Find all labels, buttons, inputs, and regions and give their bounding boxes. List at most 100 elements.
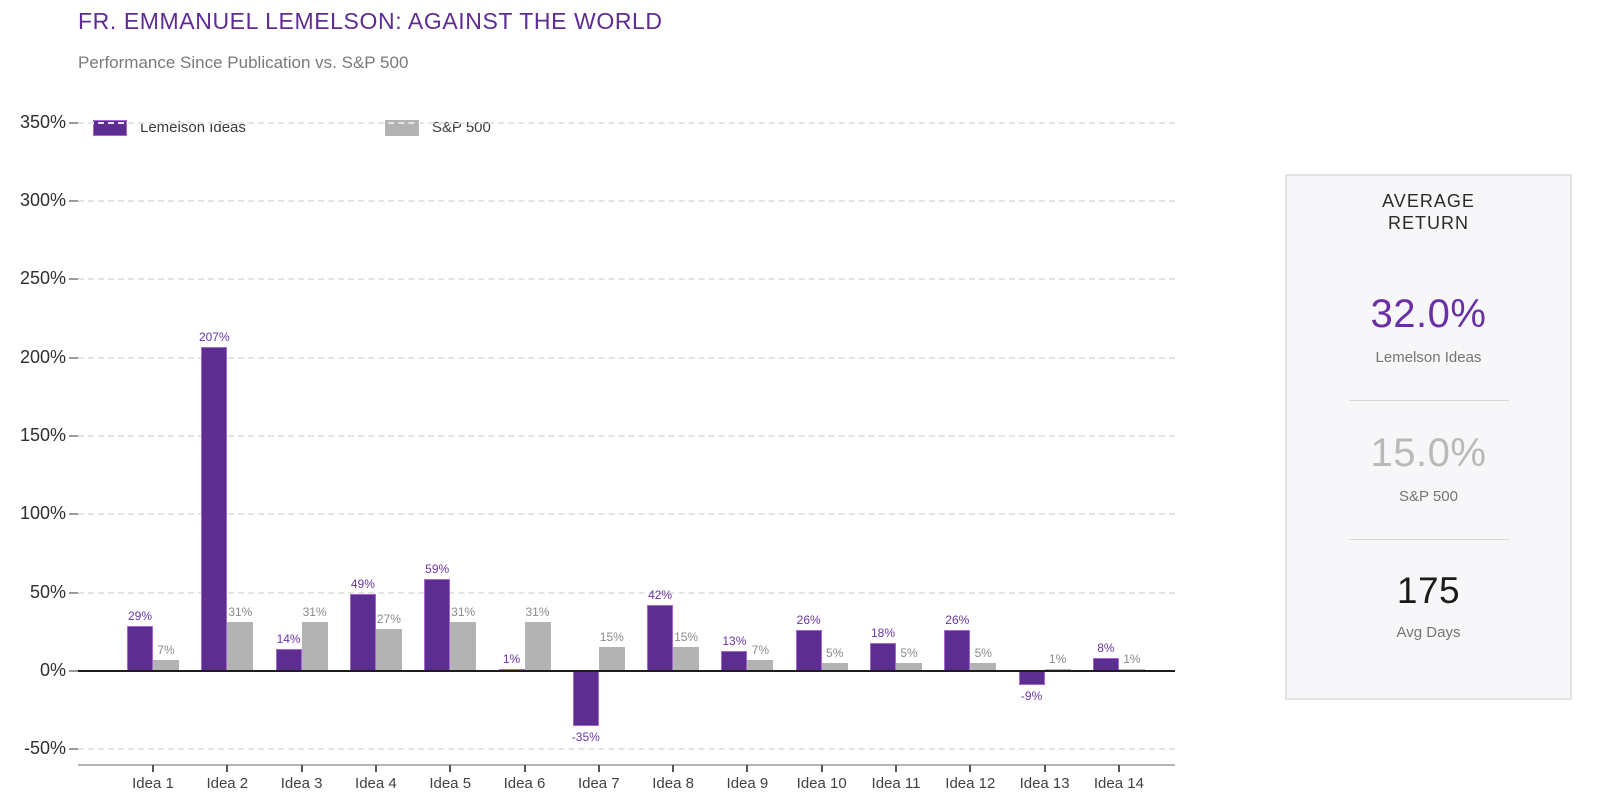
gridline — [78, 434, 1175, 437]
x-axis-label: Idea 4 — [355, 775, 397, 792]
bar-value-label: 8% — [1097, 641, 1115, 656]
x-axis-label: Idea 12 — [945, 775, 996, 792]
x-axis-tick — [969, 765, 972, 772]
bar-sp500-idea-12[interactable] — [970, 663, 997, 671]
bar-lemelson-idea-5[interactable] — [424, 578, 451, 671]
x-axis-label: Idea 6 — [503, 775, 546, 792]
average-return-panel: AVERAGE RETURN 32.0% Lemelson Ideas 15.0… — [1285, 174, 1572, 700]
bar-value-label: 18% — [870, 625, 896, 640]
bar-value-label: -35% — [571, 729, 600, 744]
bar-value-label: 49% — [350, 577, 375, 592]
bar-lemelson-idea-11[interactable] — [870, 642, 896, 671]
x-axis-tick — [374, 765, 377, 772]
x-axis-tick — [895, 765, 897, 772]
bar-value-label: 31% — [525, 605, 550, 620]
x-axis-tick — [1043, 765, 1046, 772]
x-axis-label: Idea 7 — [577, 775, 620, 792]
bar-lemelson-idea-2[interactable] — [201, 346, 228, 671]
bar-value-label: 14% — [276, 632, 301, 647]
x-axis-tick — [449, 765, 452, 772]
y-axis-label: 200% — [19, 346, 66, 367]
bar-value-label: 7% — [157, 643, 175, 658]
x-axis-label: Idea 9 — [726, 775, 769, 792]
y-axis-tick — [69, 199, 78, 202]
bar-sp500-idea-5[interactable] — [450, 622, 477, 671]
bar-lemelson-idea-13[interactable] — [1018, 671, 1045, 686]
bar-lemelson-idea-10[interactable] — [795, 630, 822, 671]
stat-lemelson-ideas: 32.0% Lemelson Ideas — [1371, 292, 1487, 366]
x-axis-tick — [672, 765, 675, 772]
x-axis-tick — [820, 765, 823, 772]
y-axis-tick — [69, 591, 78, 594]
bar-sp500-idea-2[interactable] — [227, 622, 254, 671]
panel-title-line1: AVERAGE — [1382, 191, 1475, 211]
stat-value-sp500: 15.0% — [1370, 431, 1487, 475]
bar-value-label: 27% — [376, 611, 401, 626]
bar-sp500-idea-11[interactable] — [896, 663, 922, 671]
y-axis-tick — [69, 670, 78, 672]
y-axis-tick — [69, 356, 78, 359]
gridline — [78, 121, 1175, 124]
bar-lemelson-idea-9[interactable] — [721, 650, 748, 671]
gridline — [78, 748, 1175, 751]
bar-sp500-idea-4[interactable] — [375, 628, 402, 671]
bar-value-label: 15% — [674, 630, 699, 645]
stat-value-avg-days: 175 — [1396, 570, 1461, 611]
y-axis-label: 150% — [19, 424, 66, 445]
gridline — [78, 199, 1175, 202]
bar-value-label: 29% — [127, 608, 153, 623]
bar-value-label: 5% — [974, 646, 992, 661]
stat-label-avg-days: Avg Days — [1396, 624, 1461, 641]
gridline — [78, 278, 1175, 281]
y-axis-tick — [69, 434, 78, 437]
y-axis-tick — [69, 513, 78, 516]
bar-value-label: 26% — [945, 613, 970, 628]
page-subtitle: Performance Since Publication vs. S&P 50… — [78, 53, 409, 72]
bar-lemelson-idea-3[interactable] — [275, 649, 302, 671]
x-axis-tick — [746, 765, 749, 772]
x-axis-label: Idea 14 — [1093, 775, 1144, 792]
bar-value-label: 59% — [425, 561, 450, 576]
bar-value-label: -9% — [1020, 689, 1043, 704]
bar-value-label: 31% — [451, 605, 476, 620]
bar-value-label: 42% — [648, 588, 673, 603]
bar-lemelson-idea-7[interactable] — [572, 671, 599, 726]
bar-value-label: 15% — [599, 630, 624, 645]
x-axis-tick — [152, 765, 154, 772]
bar-value-label: 26% — [796, 613, 821, 628]
bar-sp500-idea-8[interactable] — [673, 647, 700, 671]
y-axis-label: 300% — [19, 189, 66, 210]
y-axis-label: 250% — [19, 268, 66, 289]
stat-label-lemelson: Lemelson Ideas — [1375, 349, 1482, 366]
gridline — [78, 513, 1175, 516]
bar-lemelson-idea-4[interactable] — [349, 594, 376, 671]
y-axis-label: -50% — [23, 738, 66, 759]
bar-sp500-idea-6[interactable] — [524, 622, 551, 671]
x-axis-tick — [1117, 765, 1120, 772]
stat-label-sp500: S&P 500 — [1399, 488, 1458, 505]
x-axis-label: Idea 8 — [652, 775, 694, 792]
x-axis-line — [78, 764, 1175, 766]
bar-value-label: 1% — [502, 652, 521, 667]
x-axis-label: Idea 13 — [1019, 775, 1070, 792]
bar-value-label: 1% — [1123, 652, 1141, 667]
bar-sp500-idea-9[interactable] — [747, 660, 774, 671]
bar-sp500-idea-7[interactable] — [598, 647, 625, 671]
bar-sp500-idea-3[interactable] — [301, 622, 328, 671]
x-axis-label: Idea 1 — [132, 775, 174, 792]
bar-lemelson-idea-8[interactable] — [647, 605, 674, 671]
bar-value-label: 7% — [751, 643, 770, 658]
page-title: FR. EMMANUEL LEMELSON: AGAINST THE WORLD — [78, 8, 663, 34]
bar-lemelson-idea-12[interactable] — [944, 630, 971, 671]
bar-lemelson-idea-1[interactable] — [127, 625, 153, 671]
panel-title: AVERAGE RETURN — [1382, 190, 1475, 234]
x-axis-label: Idea 3 — [280, 775, 323, 792]
bar-sp500-idea-1[interactable] — [153, 660, 179, 671]
y-axis-label: 100% — [19, 503, 66, 524]
y-axis-tick — [69, 278, 78, 281]
bar-value-label: 31% — [302, 605, 327, 620]
bar-sp500-idea-10[interactable] — [821, 663, 848, 671]
bar-value-label: 207% — [198, 329, 230, 344]
x-axis-label: Idea 2 — [206, 775, 249, 792]
